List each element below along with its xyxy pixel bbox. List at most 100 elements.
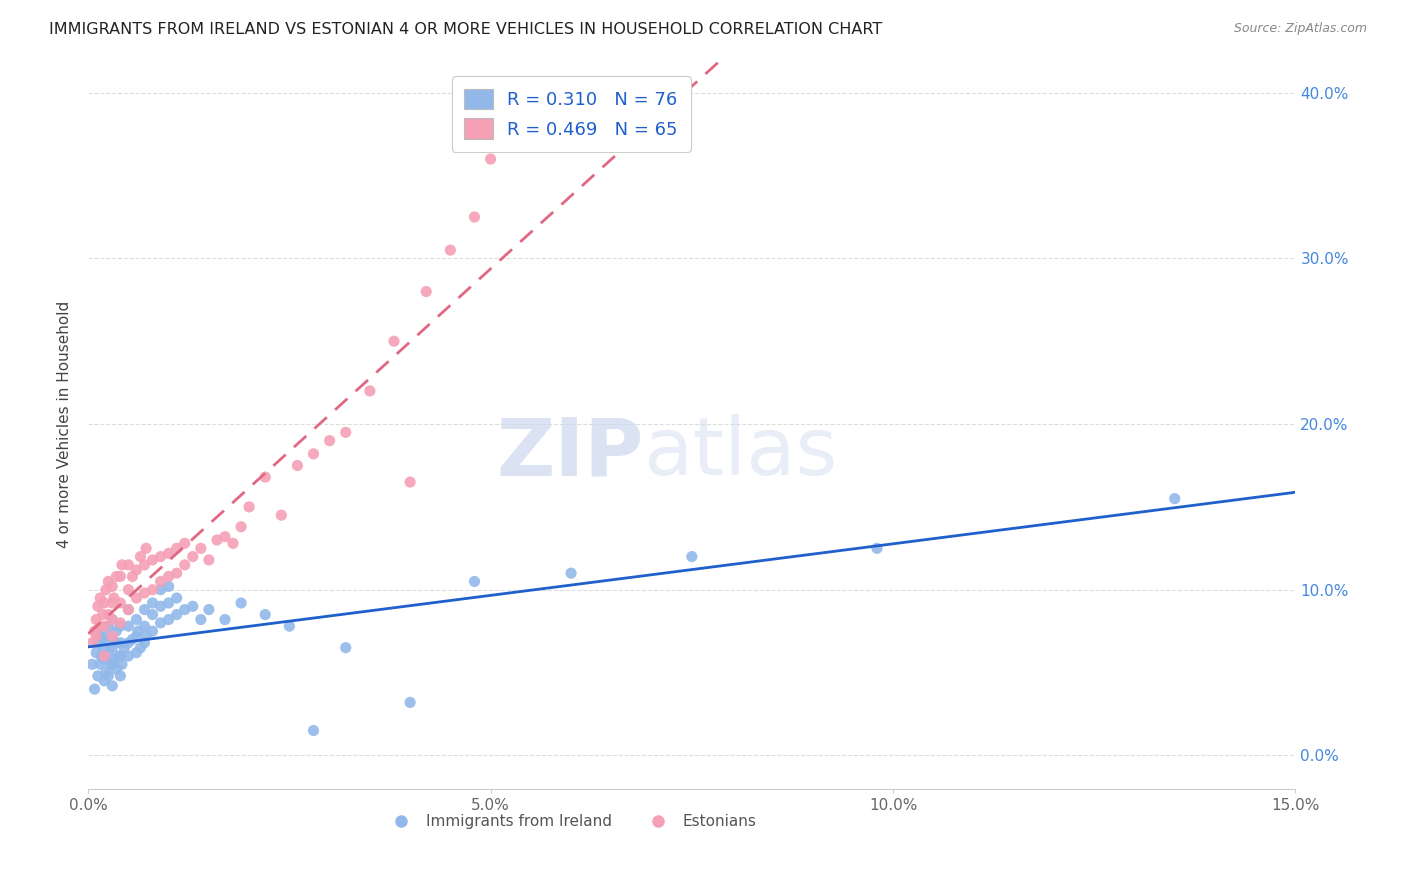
Point [84, 624, 107, 639]
Point [335, 425, 357, 440]
Point [125, 591, 148, 605]
Point [91, 607, 114, 622]
Point [149, 615, 172, 630]
Point [93, 619, 115, 633]
Point [101, 613, 124, 627]
Point [335, 640, 357, 655]
Point [101, 613, 124, 627]
Point [129, 640, 152, 655]
Point [463, 210, 485, 224]
Point [121, 632, 143, 647]
Point [141, 596, 163, 610]
Point [181, 549, 204, 564]
Point [100, 657, 122, 672]
Point [141, 607, 163, 622]
Point [302, 447, 325, 461]
Point [560, 566, 582, 581]
Point [190, 613, 212, 627]
Point [117, 602, 139, 616]
Point [399, 475, 422, 489]
Point [134, 558, 156, 572]
Point [190, 541, 212, 556]
Point [181, 599, 204, 614]
Point [866, 541, 889, 556]
Point [97, 619, 120, 633]
Point [157, 613, 180, 627]
Point [141, 582, 163, 597]
Point [110, 569, 132, 583]
Point [101, 579, 124, 593]
Point [214, 613, 236, 627]
Point [134, 602, 156, 616]
Point [157, 596, 180, 610]
Point [105, 569, 128, 583]
Point [93, 673, 115, 688]
Point [93, 652, 115, 666]
Point [117, 619, 139, 633]
Point [90, 648, 112, 663]
Point [125, 629, 148, 643]
Point [94, 665, 117, 680]
Point [104, 636, 127, 650]
Point [84, 646, 107, 660]
Point [87, 599, 110, 614]
Point [101, 632, 124, 647]
Point [134, 636, 156, 650]
Point [222, 536, 245, 550]
Point [157, 546, 180, 560]
Point [101, 596, 124, 610]
Point [149, 599, 172, 614]
Point [125, 563, 148, 577]
Point [87, 636, 110, 650]
Point [134, 619, 156, 633]
Point [141, 624, 163, 639]
Point [270, 508, 292, 523]
Point [198, 553, 221, 567]
Point [302, 723, 325, 738]
Point [84, 629, 107, 643]
Point [135, 541, 157, 556]
Point [101, 657, 124, 672]
Point [149, 574, 172, 589]
Point [166, 541, 188, 556]
Point [105, 662, 128, 676]
Point [97, 669, 120, 683]
Point [117, 602, 139, 616]
Point [93, 640, 115, 655]
Point [110, 615, 132, 630]
Point [157, 579, 180, 593]
Point [110, 596, 132, 610]
Point [117, 636, 139, 650]
Point [149, 549, 172, 564]
Point [121, 569, 143, 583]
Point [117, 558, 139, 572]
Point [173, 536, 195, 550]
Point [101, 629, 124, 643]
Point [134, 586, 156, 600]
Point [157, 569, 180, 583]
Point [439, 243, 461, 257]
Point [111, 558, 134, 572]
Point [89, 619, 111, 633]
Point [87, 669, 110, 683]
Point [94, 582, 117, 597]
Point [382, 334, 405, 349]
Point [127, 624, 149, 639]
Point [94, 629, 117, 643]
Point [111, 657, 134, 672]
Point [82, 657, 104, 672]
Point [214, 530, 236, 544]
Point [278, 619, 301, 633]
Text: IMMIGRANTS FROM IRELAND VS ESTONIAN 4 OR MORE VEHICLES IN HOUSEHOLD CORRELATION : IMMIGRANTS FROM IRELAND VS ESTONIAN 4 OR… [49, 22, 883, 37]
Point [89, 629, 111, 643]
Point [83, 682, 105, 697]
Point [83, 624, 105, 639]
Point [141, 553, 163, 567]
Point [82, 636, 104, 650]
Text: atlas: atlas [644, 414, 838, 492]
Point [103, 591, 125, 605]
Point [254, 470, 277, 484]
Point [89, 591, 111, 605]
Point [198, 602, 221, 616]
Point [254, 607, 277, 622]
